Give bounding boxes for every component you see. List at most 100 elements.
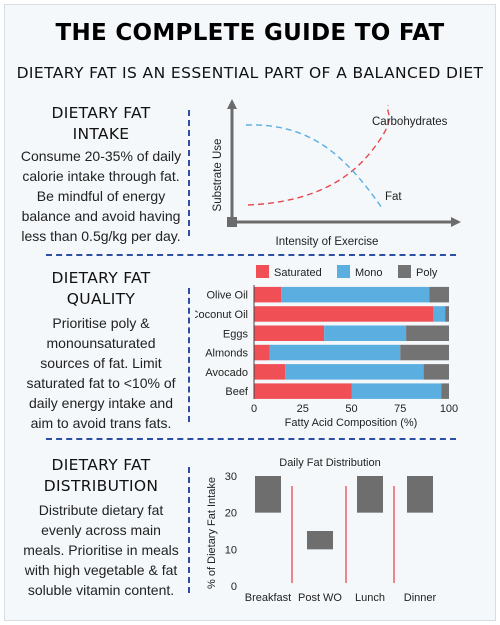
bar-mono-olive-oil (281, 286, 430, 303)
bar-saturated-beef (254, 383, 352, 399)
category-label: Eggs (223, 328, 249, 340)
bar-poly-beef (441, 383, 449, 399)
fatty-acid-xlabel: Fatty Acid Composition (%) (285, 417, 418, 429)
distribution-tick-labels: 0 10 20 30 (225, 471, 237, 593)
distribution-divider (188, 467, 190, 593)
page-subtitle: DIETARY FAT IS AN ESSENTIAL PART OF A BA… (16, 64, 484, 82)
fatty-acid-tick-labels: 0 25 50 75 100 (251, 403, 458, 415)
category-label: Breakfast (245, 592, 291, 604)
quality-text-line: saturated fat to <10% of (26, 375, 176, 391)
bar-dinner (407, 476, 433, 513)
legend-swatch-saturated (256, 265, 269, 278)
quality-text-line: aim to avoid trans fats. (30, 415, 172, 431)
quality-text: Prioritise poly & monounsaturated source… (14, 313, 188, 433)
bar-saturated-olive-oil (254, 286, 282, 303)
legend-swatch-poly (398, 265, 411, 278)
bar-poly-olive-oil (429, 286, 449, 303)
bar-saturated-almonds (254, 344, 270, 361)
quality-heading: DIETARY FAT QUALITY (14, 268, 188, 310)
carbohydrates-label: Carbohydrates (372, 116, 448, 128)
quality-text-line: monounsaturated (46, 335, 156, 351)
legend-label-saturated: Saturated (274, 267, 322, 279)
legend-swatch-mono (337, 265, 350, 278)
x-tick-label: 25 (297, 403, 309, 415)
distribution-text-line: meals. Prioritise in meals (23, 542, 179, 558)
substrate-ylabel: Substrate Use (212, 139, 224, 212)
bar-saturated-coconut-oil (254, 306, 434, 322)
category-label: Avocado (205, 367, 248, 379)
y-tick-label: 20 (225, 508, 237, 520)
legend-label-poly: Poly (416, 267, 438, 279)
fat-curve (245, 124, 383, 209)
category-label: Almonds (205, 348, 248, 360)
bar-post-wo (307, 531, 333, 550)
x-tick-label: 100 (440, 403, 458, 415)
bar-mono-almonds (269, 344, 401, 361)
intake-text-line: balance and avoid having (21, 208, 181, 224)
section-divider-1 (46, 254, 456, 256)
bar-breakfast (255, 476, 281, 513)
bar-poly-avocado (423, 364, 449, 380)
quality-text-line: Prioritise poly & (52, 315, 150, 331)
bar-poly-almonds (400, 344, 449, 361)
axis-origin-marker (227, 217, 237, 227)
y-tick-label: 30 (225, 471, 237, 483)
bar-poly-eggs (406, 325, 449, 341)
y-tick-label: 10 (225, 544, 237, 556)
substrate-xlabel: Intensity of Exercise (276, 236, 379, 248)
daily-fat-distribution-chart: Daily Fat Distribution % of Dietary Fat … (206, 457, 437, 604)
distribution-separators (291, 486, 395, 583)
bar-mono-eggs (324, 325, 407, 341)
distribution-category-labels: Breakfast Post WO Lunch Dinner (245, 592, 437, 604)
category-label: Coconut Oil (195, 309, 248, 321)
distribution-text-line: with high vegetable & fat (24, 562, 178, 578)
x-tick-label: 50 (345, 403, 357, 415)
bar-saturated-eggs (254, 325, 325, 341)
distribution-title: Daily Fat Distribution (279, 457, 380, 469)
distribution-heading-line: DISTRIBUTION (43, 477, 159, 495)
distribution-heading: DIETARY FAT DISTRIBUTION (14, 455, 188, 497)
intake-heading: DIETARY FAT INTAKE (14, 103, 188, 145)
bar-mono-beef (351, 383, 442, 399)
quality-text-line: daily energy intake and (29, 395, 173, 411)
category-label: Dinner (404, 592, 437, 604)
distribution-ylabel: % of Dietary Fat Intake (206, 477, 218, 589)
category-label: Lunch (355, 592, 385, 604)
section-divider-2 (46, 438, 456, 440)
quality-heading-line: DIETARY FAT (51, 269, 151, 287)
legend-label-mono: Mono (355, 267, 383, 279)
bar-poly-coconut-oil (445, 306, 449, 322)
category-label: Olive Oil (206, 290, 248, 302)
intake-text-line: less than 0.5g/kg per day. (21, 228, 181, 244)
quality-heading-line: QUALITY (66, 290, 136, 308)
y-tick-label: 0 (231, 581, 237, 593)
category-label: Beef (225, 386, 249, 398)
fatty-acid-chart: Saturated Mono Poly Olive Oil Coconut Oil… (195, 265, 458, 429)
distribution-text-line: Distribute dietary fat (38, 502, 164, 518)
x-axis-arrowhead (451, 217, 461, 227)
intake-text: Consume 20-35% of daily calorie intake t… (14, 146, 188, 246)
fatty-acid-legend: Saturated Mono Poly (256, 265, 438, 279)
y-axis-arrowhead (227, 99, 237, 109)
intake-divider (188, 110, 190, 236)
intake-heading-line: DIETARY FAT (51, 104, 151, 122)
distribution-bars (255, 476, 433, 550)
carbohydrates-curve (247, 104, 390, 206)
fatty-acid-bars (254, 286, 449, 399)
intake-text-line: Consume 20-35% of daily (20, 148, 182, 164)
x-tick-label: 75 (394, 403, 406, 415)
intake-text-line: Be mindful of energy (36, 188, 166, 204)
bar-lunch (357, 476, 383, 513)
distribution-text: Distribute dietary fat evenly across mai… (14, 500, 188, 600)
fat-label: Fat (385, 191, 402, 203)
quality-divider (188, 288, 190, 422)
substrate-chart: Substrate Use Carbohydrates Fat Intensit… (212, 99, 461, 248)
bar-saturated-avocado (254, 364, 286, 380)
distribution-heading-line: DIETARY FAT (51, 456, 151, 474)
distribution-text-line: soluble vitamin content. (27, 582, 175, 598)
distribution-text-line: evenly across main (41, 522, 161, 538)
category-label: Post WO (298, 592, 342, 604)
x-tick-label: 0 (251, 403, 257, 415)
fatty-acid-category-labels: Olive Oil Coconut Oil Eggs Almonds Avocado Be… (195, 290, 249, 399)
bar-mono-coconut-oil (433, 306, 446, 322)
